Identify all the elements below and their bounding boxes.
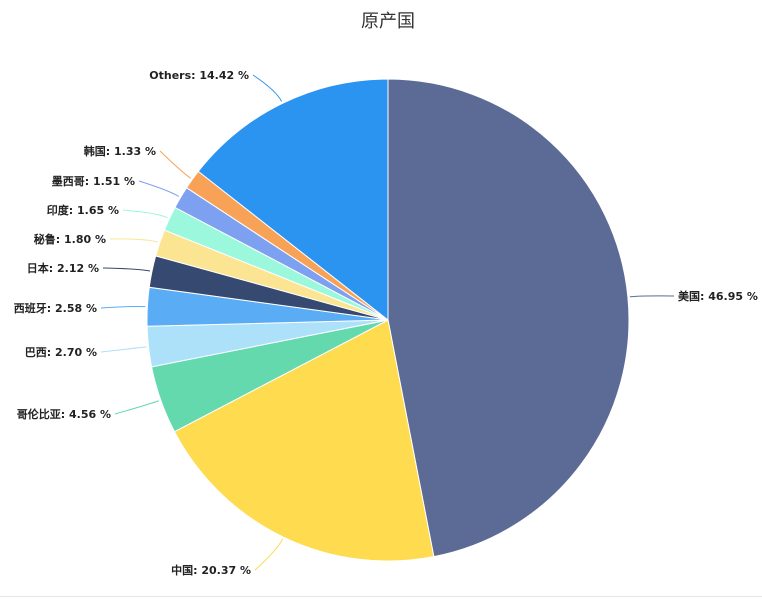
slice-label-3: 巴西: 2.70 % bbox=[25, 346, 97, 359]
leader-line-9 bbox=[159, 150, 191, 179]
leader-line-1 bbox=[254, 538, 284, 571]
leader-line-5 bbox=[102, 267, 151, 272]
bottom-divider bbox=[0, 596, 762, 597]
slice-label-6: 秘鲁: 1.80 % bbox=[34, 232, 106, 246]
slice-label-4: 西班牙: 2.58 % bbox=[14, 301, 97, 315]
pie-slice-0[interactable] bbox=[387, 78, 630, 558]
slice-labels: 美国: 46.95 % 中国: 20.37 % 哥伦比亚: 4.56 % 巴西: 2.… bbox=[14, 69, 758, 577]
leader-line-3 bbox=[100, 346, 147, 353]
leader-line-10 bbox=[252, 74, 283, 102]
chart-title: 原产国 bbox=[361, 11, 415, 32]
slice-label-7: 印度: 1.65 % bbox=[47, 203, 119, 217]
pie-slice-1[interactable] bbox=[173, 319, 435, 562]
pie-slices bbox=[146, 78, 630, 562]
leader-line-0 bbox=[629, 295, 675, 298]
pie-slice-10[interactable] bbox=[197, 78, 389, 322]
leader-line-7 bbox=[122, 209, 168, 219]
slice-label-1: 中国: 20.37 % bbox=[171, 563, 251, 577]
slice-label-0: 美国: 46.95 % bbox=[678, 289, 758, 303]
slice-label-5: 日本: 2.12 % bbox=[27, 261, 99, 275]
slice-label-10: Others: 14.42 % bbox=[149, 69, 249, 82]
slice-label-9: 韩国: 1.33 % bbox=[84, 144, 156, 158]
leader-line-8 bbox=[138, 180, 180, 197]
leader-line-6 bbox=[109, 238, 158, 243]
leader-line-4 bbox=[100, 305, 146, 309]
slice-label-2: 哥伦比亚: 4.56 % bbox=[17, 407, 111, 421]
leader-line-2 bbox=[114, 400, 159, 415]
slice-label-8: 墨西哥: 1.51 % bbox=[52, 175, 135, 188]
label-leader-lines bbox=[100, 74, 675, 571]
